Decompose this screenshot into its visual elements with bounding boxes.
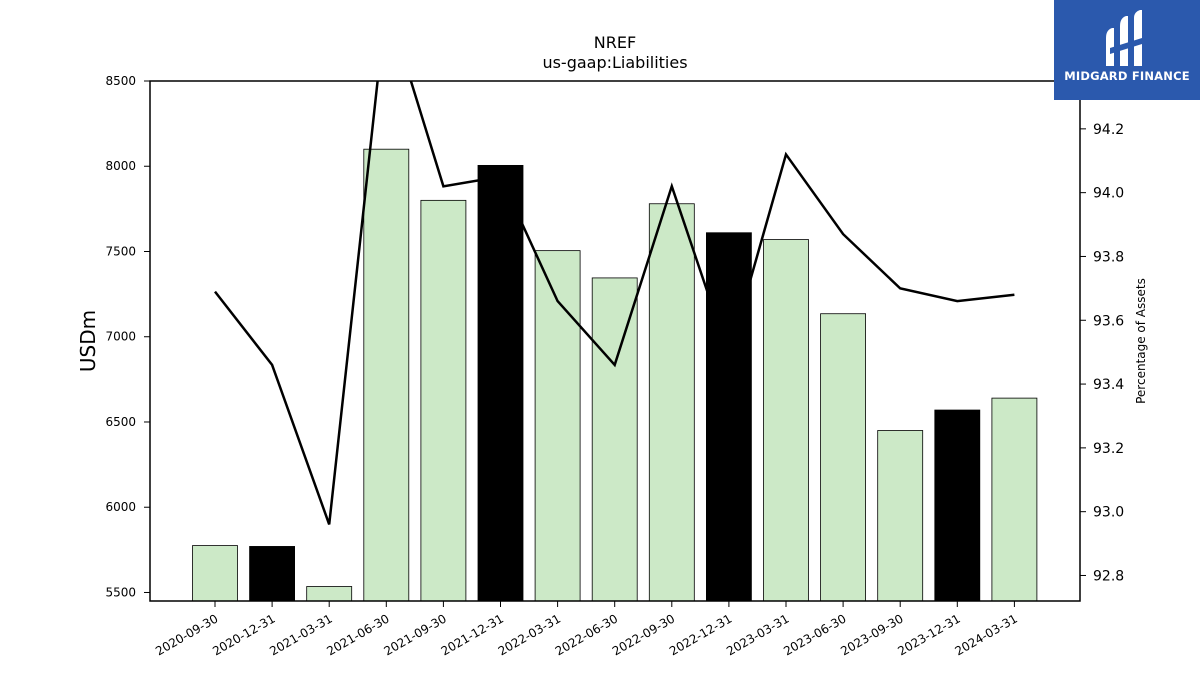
y-tick-label: 7500 (105, 244, 136, 258)
bar-2023-06-30 (820, 313, 866, 602)
y-tick-label: 5500 (105, 585, 136, 599)
bar-2021-12-31 (477, 164, 524, 602)
percentage-of-assets-line (214, 81, 1015, 525)
y2-tick-label: 93.8 (1093, 249, 1124, 265)
chart-subtitle: us-gaap:Liabilities (542, 53, 687, 72)
y-tick-label: 8500 (105, 74, 136, 88)
y-tick-label: 6500 (105, 415, 136, 429)
logo-text: MIDGARD FINANCE (1064, 69, 1190, 83)
bar-2022-09-30 (648, 203, 695, 602)
y-axis-left: 5500 6000 6500 7000 7500 8000 8500 (105, 74, 150, 599)
x-tick-label: 2022-12-31 (667, 611, 734, 658)
x-tick-label: 2022-06-30 (553, 611, 620, 658)
y2-tick-label: 93.4 (1093, 377, 1124, 393)
y2-tick-label: 93.2 (1093, 441, 1124, 457)
x-tick-label: 2020-09-30 (153, 611, 220, 658)
x-tick-label: 2024-03-31 (952, 611, 1019, 658)
bar-2023-12-31 (934, 409, 981, 602)
bar-2020-09-30 (192, 545, 238, 602)
midgard-logo-mark-icon (1106, 10, 1142, 66)
bar-2020-12-31 (249, 546, 296, 602)
x-axis: 2020-09-302020-12-312021-03-312021-06-30… (153, 601, 1020, 658)
x-tick-label: 2022-09-30 (610, 611, 677, 658)
y2-tick-label: 93.6 (1093, 313, 1124, 329)
bar-2022-03-31 (534, 250, 581, 602)
bar-2021-06-30 (363, 148, 410, 602)
x-tick-label: 2022-03-31 (496, 611, 563, 658)
bar-2022-12-31 (706, 232, 752, 602)
x-tick-label: 2020-12-31 (210, 611, 277, 658)
y2-tick-label: 92.8 (1093, 568, 1124, 584)
y2-tick-label: 94.2 (1093, 122, 1124, 138)
y2-tick-label: 93.0 (1093, 505, 1124, 521)
y-tick-label: 6000 (105, 500, 136, 514)
midgard-finance-logo: MIDGARD FINANCE (1054, 0, 1200, 100)
x-tick-label: 2023-06-30 (781, 611, 848, 658)
x-tick-label: 2023-09-30 (838, 611, 905, 658)
x-tick-label: 2023-12-31 (895, 611, 962, 658)
y2-axis-label: Percentage of Assets (1134, 278, 1148, 404)
y-axis-right: 92.8 93.0 93.2 93.4 93.6 93.8 94.0 94.2 (1080, 122, 1124, 584)
y-tick-label: 7000 (105, 330, 136, 344)
x-tick-label: 2021-03-31 (267, 611, 334, 658)
bar-2022-06-30 (591, 277, 638, 602)
bar-series (192, 148, 1038, 602)
chart-title: NREF (594, 33, 636, 52)
x-tick-label: 2023-03-31 (724, 611, 791, 658)
bar-2021-09-30 (420, 199, 467, 602)
x-tick-label: 2021-09-30 (381, 611, 448, 658)
line-series (214, 81, 1015, 525)
bar-2024-03-31 (991, 397, 1038, 602)
x-tick-label: 2021-12-31 (439, 611, 506, 658)
bar-2023-09-30 (877, 430, 924, 602)
y-tick-label: 8000 (105, 159, 136, 173)
y2-tick-label: 94.0 (1093, 186, 1124, 202)
bar-2021-03-31 (306, 586, 353, 602)
bar-2023-03-31 (763, 239, 809, 602)
y-axis-label: USDm (76, 310, 100, 372)
x-tick-label: 2021-06-30 (324, 611, 391, 658)
